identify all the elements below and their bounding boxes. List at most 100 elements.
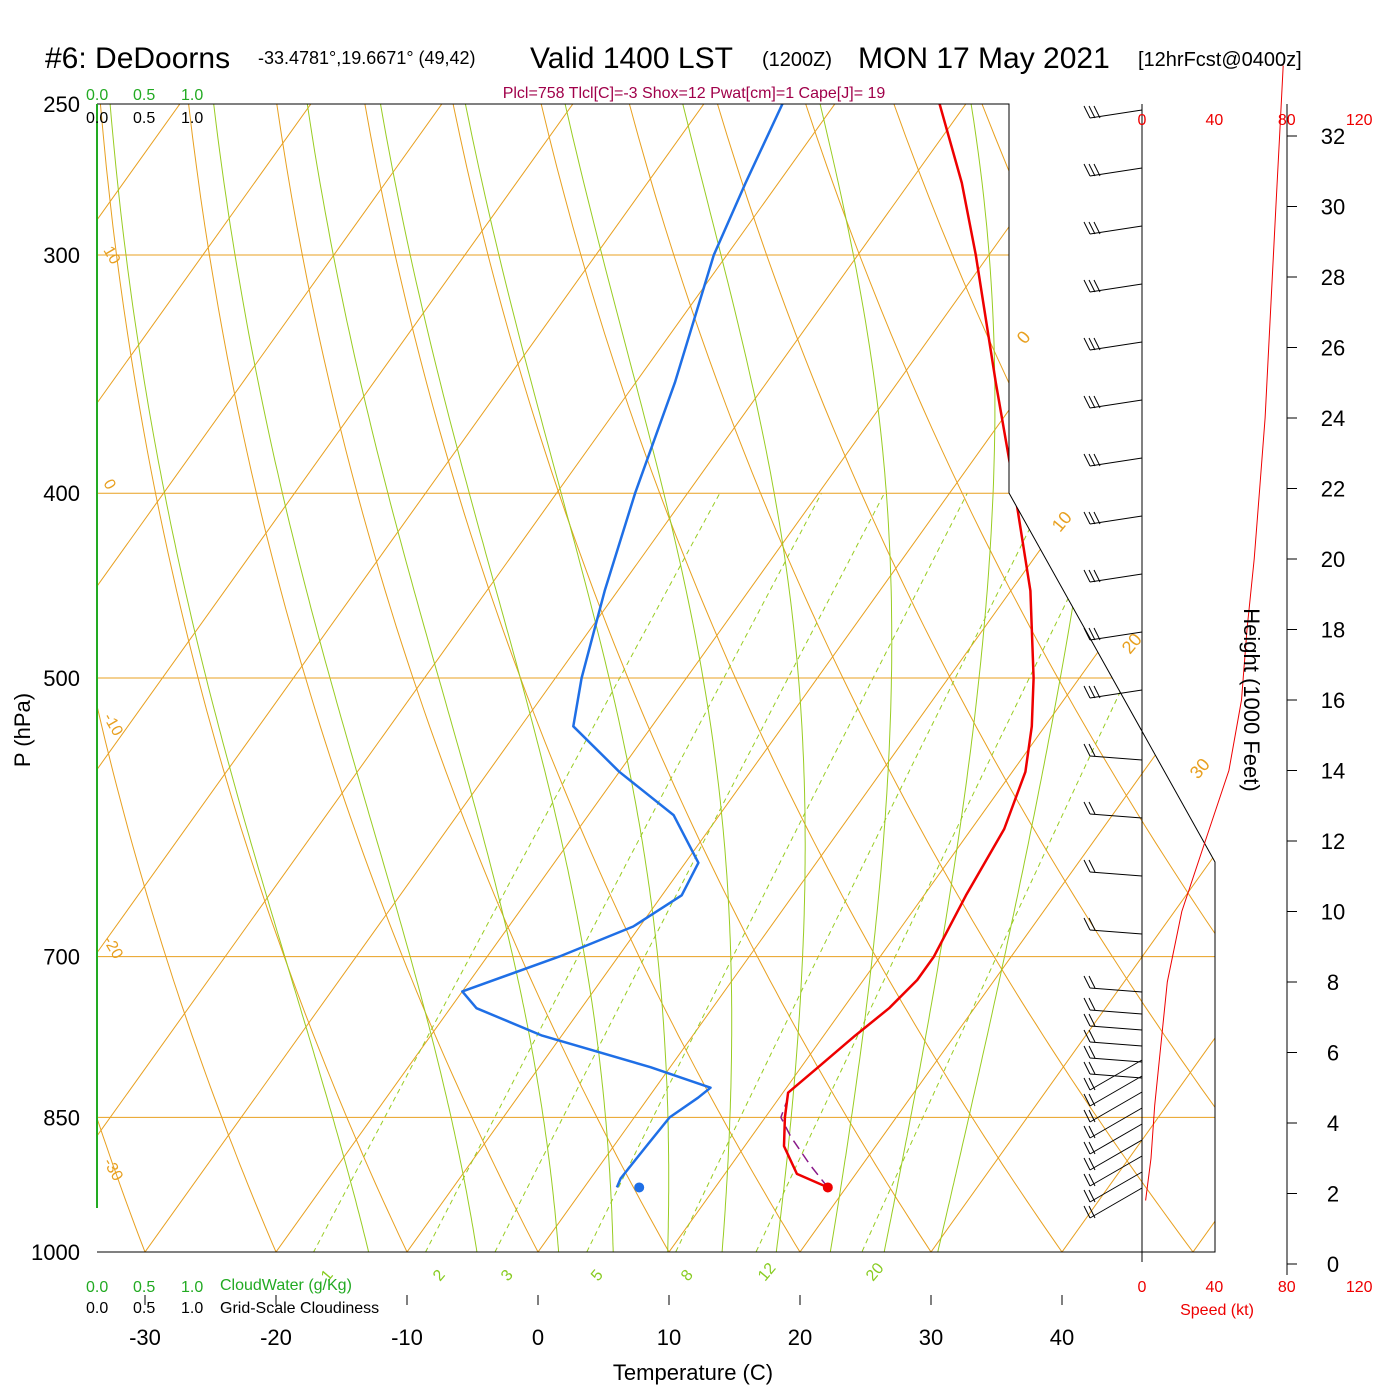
wind-barb-staff: [1089, 631, 1143, 641]
thermo-grid: [97, 104, 1215, 1252]
moist-adiabat: [374, 104, 615, 1252]
mixing-ratio-label: 12: [755, 1260, 780, 1285]
isotherm-label: -30: [100, 1156, 126, 1185]
date-title: MON 17 May 2021: [858, 42, 1110, 75]
wind-barb-feather: [1083, 1045, 1091, 1059]
wind-barb-feather: [1083, 1093, 1091, 1107]
pressure-tick-label: 1000: [31, 1240, 80, 1265]
isotherm: [1163, 104, 1215, 1252]
speed-tick-top: 0: [1138, 112, 1147, 129]
wind-barb-staff: [1089, 1057, 1143, 1063]
isotherm: [1032, 104, 1215, 1252]
dry-adiabat: [97, 104, 295, 1252]
wind-barb-feather: [1088, 1109, 1096, 1123]
isotherm: [377, 104, 1215, 1252]
wind-barb-feather: [1088, 1205, 1096, 1219]
wind-barb-feather: [1088, 975, 1096, 989]
height-tick-label: 4: [1327, 1111, 1339, 1136]
wind-barb-feather: [1088, 395, 1096, 409]
mixing-ratio-line: [566, 492, 968, 1252]
mixing-ratio-line: [474, 492, 885, 1252]
dry-adiabat: [707, 104, 1215, 1252]
wind-barb-feather: [1088, 221, 1096, 235]
isotherm: [901, 104, 1215, 1252]
speed-tick-top: 40: [1206, 112, 1224, 129]
cloudiness-tick-2: 1.0: [181, 1300, 203, 1317]
wind-barb-feather: [1083, 1157, 1091, 1171]
wind-barb-feather: [1088, 1093, 1096, 1107]
plot-frame: [96, 103, 1216, 1253]
station-coords: -33.4781°,19.6671° (49,42): [258, 48, 476, 68]
height-tick-label: 20: [1321, 547, 1345, 572]
speed-tick-bottom: 120: [1346, 1279, 1373, 1296]
height-tick-label: 12: [1321, 829, 1345, 854]
wind-barb-feather: [1088, 511, 1096, 525]
wind-barb-feather: [1088, 163, 1096, 177]
wind-barb-staff: [1089, 1075, 1143, 1107]
wind-speed-trace: [1145, 65, 1284, 1201]
mixing-ratio-label: 2: [430, 1267, 449, 1285]
pressure-tick-label: 250: [43, 92, 80, 117]
wind-barb-feather: [1093, 221, 1101, 235]
pressure-tick-label: 400: [43, 481, 80, 506]
moist-adiabat: [927, 104, 1120, 1252]
cloudwater-tick-0: 0.0: [86, 1279, 108, 1296]
dry-adiabat: [97, 104, 427, 1252]
dewpoint-trace: [461, 104, 784, 1188]
wind-barb-feather: [1088, 1125, 1096, 1139]
cloudwater-tick-top-1: 0.5: [133, 87, 155, 104]
wind-barb-feather: [1083, 627, 1091, 641]
wind-barb-feather: [1088, 1013, 1096, 1027]
wind-barb-feather: [1083, 569, 1091, 583]
wind-barb-feather: [1083, 801, 1091, 815]
y-axis-title: P (hPa): [10, 693, 35, 767]
wind-barb-staff: [1089, 573, 1143, 583]
wind-barb-staff: [1089, 929, 1143, 935]
wind-barb-feather: [1083, 395, 1091, 409]
wind-barb-feather: [1093, 627, 1101, 641]
wind-barb-feather: [1083, 685, 1091, 699]
wind-barbs: [1083, 105, 1143, 1219]
wind-barb-staff: [1089, 515, 1143, 525]
wind-barb-feather: [1083, 1077, 1091, 1091]
speed-tick-bottom: 0: [1138, 1279, 1147, 1296]
wind-barb-feather: [1083, 997, 1091, 1011]
wind-barb-staff: [1089, 1059, 1143, 1091]
isotherm: [639, 104, 1215, 1252]
wind-barb-feather: [1083, 743, 1091, 757]
cloudiness-tick-1: 0.5: [133, 1300, 155, 1317]
cloudiness-tick-0: 0.0: [86, 1300, 108, 1317]
wind-barb-staff: [1089, 167, 1143, 177]
dry-adiabat: [794, 104, 1215, 1252]
mixing-ratio-line: [843, 492, 1215, 1252]
moist-adiabat: [674, 104, 806, 1252]
wind-barb-feather: [1083, 1061, 1091, 1075]
wind-barb-feather: [1088, 1157, 1096, 1171]
pressure-tick-label: 500: [43, 666, 80, 691]
dry-adiabat: [184, 104, 560, 1252]
isotherm-label: -20: [100, 934, 126, 963]
profiles: [461, 104, 1035, 1189]
mixing-ratio-line: [404, 492, 822, 1252]
dry-adiabat: [271, 104, 693, 1252]
wind-barb-feather: [1088, 569, 1096, 583]
temperature-tick-label: 0: [532, 1325, 544, 1350]
dry-adiabat: [445, 104, 959, 1252]
wind-barb-feather: [1088, 1173, 1096, 1187]
moist-adiabat: [301, 104, 562, 1252]
wind-barb-feather: [1083, 1205, 1091, 1219]
wind-barb-feather: [1088, 917, 1096, 931]
temperature-tick-label: 30: [919, 1325, 943, 1350]
mixing-ratio-line: [655, 492, 1048, 1252]
utc-time: (1200Z): [762, 49, 832, 71]
dry-adiabat: [97, 104, 162, 1252]
cloudiness-tick-top-1: 0.5: [133, 110, 155, 127]
mixing-ratio-label: 8: [678, 1267, 697, 1285]
mixing-ratio-label: 3: [498, 1267, 517, 1285]
height-tick-label: 24: [1321, 406, 1345, 431]
isotherm-label: 30: [1186, 754, 1214, 782]
wind-barb-feather: [1088, 1029, 1096, 1043]
moist-adiabat: [458, 104, 670, 1252]
wind-barb-feather: [1093, 511, 1101, 525]
wind-barb-feather: [1088, 1061, 1096, 1075]
